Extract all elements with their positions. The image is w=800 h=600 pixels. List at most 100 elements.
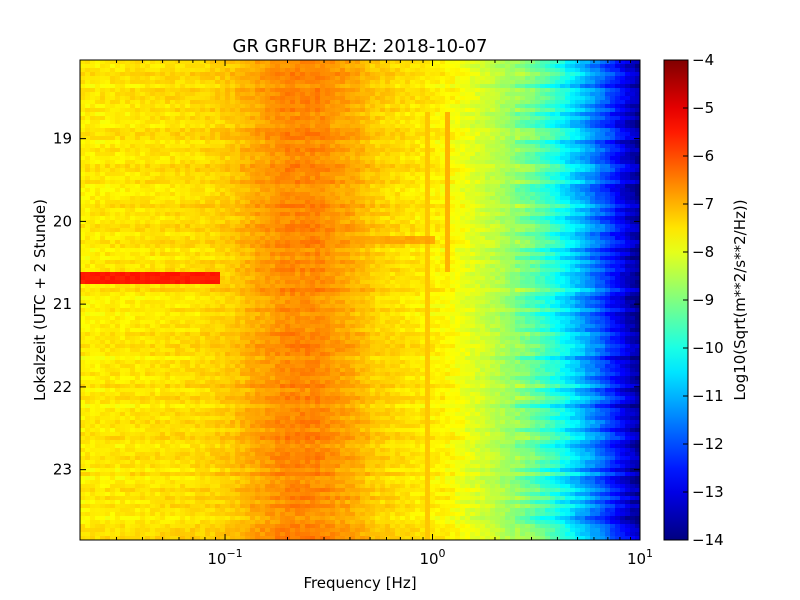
heatmap-cell [430, 104, 436, 109]
heatmap-cell [335, 220, 341, 225]
heatmap-cell [180, 136, 186, 141]
heatmap-cell [250, 72, 256, 77]
heatmap-cell [355, 124, 361, 129]
heatmap-cell [225, 104, 231, 109]
heatmap-cell [430, 160, 436, 165]
heatmap-cell [615, 104, 621, 109]
heatmap-cell [545, 136, 551, 141]
heatmap-cell [170, 204, 176, 209]
heatmap-cell [100, 128, 106, 133]
heatmap-cell [140, 92, 146, 97]
heatmap-cell [160, 208, 166, 213]
heatmap-cell [200, 144, 206, 149]
heatmap-cell [420, 196, 426, 201]
heatmap-cell [310, 96, 316, 101]
heatmap-cell [615, 76, 621, 81]
heatmap-cell [310, 176, 316, 181]
heatmap-cell [135, 136, 141, 141]
heatmap-cell [195, 192, 201, 197]
heatmap-cell [140, 228, 146, 233]
heatmap-cell [380, 124, 386, 129]
heatmap-cell [565, 228, 571, 233]
heatmap-cell [230, 216, 236, 221]
heatmap-cell [525, 68, 531, 73]
heatmap-cell [165, 204, 171, 209]
heatmap-cell [195, 180, 201, 185]
heatmap-cell [350, 172, 356, 177]
heatmap-cell [365, 84, 371, 89]
heatmap-cell [375, 184, 381, 189]
heatmap-cell [145, 160, 151, 165]
heatmap-cell [620, 60, 626, 65]
heatmap-cell [385, 180, 391, 185]
heatmap-cell [345, 204, 351, 209]
heatmap-cell [330, 172, 336, 177]
heatmap-cell [270, 220, 276, 225]
heatmap-cell [400, 116, 406, 121]
heatmap-cell [300, 132, 306, 137]
heatmap-cell [610, 60, 616, 65]
heatmap-cell [540, 228, 546, 233]
heatmap-cell [565, 152, 571, 157]
heatmap-cell [520, 152, 526, 157]
heatmap-cell [340, 148, 346, 153]
heatmap-cell [245, 104, 251, 109]
heatmap-cell [360, 224, 366, 229]
heatmap-cell [535, 232, 541, 237]
heatmap-cell [570, 60, 576, 65]
heatmap-cell [410, 224, 416, 229]
heatmap-cell [255, 172, 261, 177]
heatmap-cell [595, 176, 601, 181]
heatmap-cell [180, 220, 186, 225]
heatmap-cell [315, 144, 321, 149]
heatmap-cell [105, 100, 111, 105]
heatmap-cell [620, 148, 626, 153]
heatmap-cell [325, 196, 331, 201]
heatmap-cell [565, 200, 571, 205]
heatmap-cell [135, 100, 141, 105]
heatmap-cell [125, 108, 131, 113]
heatmap-cell [595, 64, 601, 69]
heatmap-cell [135, 64, 141, 69]
heatmap-cell [350, 144, 356, 149]
heatmap-cell [330, 60, 336, 65]
heatmap-cell [460, 108, 466, 113]
heatmap-cell [570, 180, 576, 185]
heatmap-cell [80, 168, 86, 173]
heatmap-cell [615, 120, 621, 125]
heatmap-cell [500, 156, 506, 161]
heatmap-cell [605, 192, 611, 197]
heatmap-cell [115, 108, 121, 113]
heatmap-cell [255, 232, 261, 237]
heatmap-cell [150, 184, 156, 189]
heatmap-cell [185, 136, 191, 141]
heatmap-cell [530, 136, 536, 141]
heatmap-cell [535, 160, 541, 165]
heatmap-cell [365, 156, 371, 161]
heatmap-cell [235, 116, 241, 121]
heatmap-cell [205, 124, 211, 129]
heatmap-cell [200, 152, 206, 157]
heatmap-cell [625, 108, 631, 113]
heatmap-cell [220, 112, 226, 117]
heatmap-cell [185, 156, 191, 161]
heatmap-cell [525, 120, 531, 125]
heatmap-cell [610, 184, 616, 189]
heatmap-cell [170, 228, 176, 233]
heatmap-cell [590, 140, 596, 145]
heatmap-cell [495, 168, 501, 173]
heatmap-cell [255, 228, 261, 233]
heatmap-cell [265, 156, 271, 161]
heatmap-cell [565, 156, 571, 161]
heatmap-cell [165, 216, 171, 221]
heatmap-cell [310, 156, 316, 161]
heatmap-cell [90, 164, 96, 169]
heatmap-cell [505, 80, 511, 85]
heatmap-cell [480, 212, 486, 217]
heatmap-cell [485, 124, 491, 129]
heatmap-cell [190, 140, 196, 145]
heatmap-cell [360, 124, 366, 129]
heatmap-cell [175, 204, 181, 209]
heatmap-cell [280, 80, 286, 85]
heatmap-cell [415, 160, 421, 165]
